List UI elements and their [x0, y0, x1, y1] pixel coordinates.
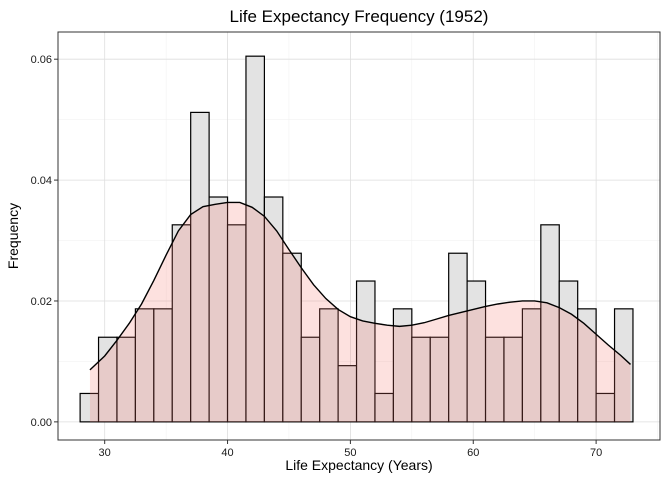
plot-panel-border: [57, 31, 661, 441]
density-fill: [89, 202, 631, 422]
x-axis-title: Life Expectancy (Years): [285, 457, 432, 473]
y-tick-label: 0.06: [31, 54, 52, 66]
histogram-bar: [355, 280, 376, 423]
x-tick-label: 50: [344, 447, 356, 459]
x-tick-label: 70: [590, 447, 602, 459]
x-tick-label: 30: [99, 447, 111, 459]
histogram-bar: [577, 308, 597, 423]
histogram-bar: [613, 308, 634, 423]
y-axis-title: Frequency: [5, 203, 21, 269]
y-tick-label: 0.04: [31, 175, 52, 187]
density-area: [89, 201, 631, 422]
density-line: [89, 201, 631, 371]
histogram-bars: [79, 55, 634, 423]
x-tick-label: 60: [467, 447, 479, 459]
y-tick-label: 0.00: [31, 417, 52, 429]
axis-ticks: 30 40 50 60 70 0.00 0.02 0.04 0.06: [31, 54, 603, 459]
chart-title: Life Expectancy Frequency (1952): [230, 7, 489, 26]
y-tick-label: 0.02: [31, 296, 52, 308]
x-tick-label: 40: [221, 447, 233, 459]
